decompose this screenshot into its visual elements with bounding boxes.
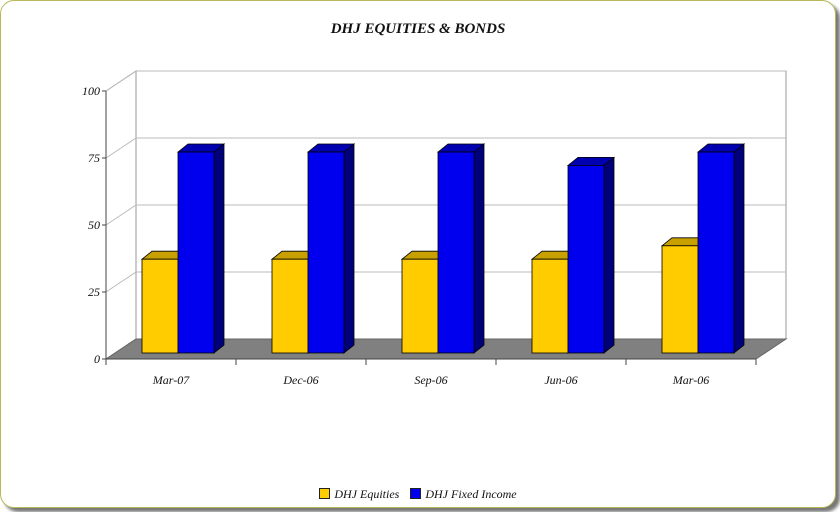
bar-fixed-income (697, 151, 735, 354)
y-tick-label: 75 (88, 151, 100, 165)
y-tick-label: 25 (88, 285, 100, 299)
bar-equities (661, 245, 699, 354)
bar-fixed-income-side (733, 143, 745, 354)
x-tick-label: Jun-06 (544, 373, 577, 387)
bar-fixed-income (567, 164, 605, 354)
bar-fixed-income (437, 151, 475, 354)
x-tick-label: Mar-06 (672, 373, 709, 387)
bar-fixed-income-side (213, 143, 225, 354)
x-tick-label: Sep-06 (414, 373, 447, 387)
legend-item-fixed-income: DHJ Fixed Income (410, 487, 517, 502)
bar-equities (141, 258, 179, 354)
gridline (105, 137, 786, 159)
y-tick-label: 50 (88, 218, 100, 232)
y-tick-label: 0 (94, 352, 100, 366)
legend-swatch-equities (319, 488, 331, 499)
bar-fixed-income-side (603, 156, 615, 354)
bar-equities (531, 258, 569, 354)
chart-title: DHJ EQUITIES & BONDS (330, 21, 506, 37)
x-tick-label: Mar-07 (152, 373, 190, 387)
y-tick-label: 100 (82, 84, 100, 98)
bar-fixed-income (307, 151, 345, 354)
bar-fixed-income-side (473, 143, 485, 354)
bar-equities (401, 258, 439, 354)
legend-label-equities: DHJ Equities (334, 487, 400, 501)
legend-label-fixed-income: DHJ Fixed Income (425, 487, 517, 501)
bar-fixed-income (177, 151, 215, 354)
legend-swatch-fixed-income (410, 488, 422, 499)
legend: DHJ Equities DHJ Fixed Income (1, 487, 835, 502)
gridline (105, 70, 786, 92)
plot-area: 0 25 50 75 100 Mar-07 Dec-06 Sep-06 Jun-06 Mar-06 (82, 70, 788, 387)
bar-equities (271, 258, 309, 354)
bar-fixed-income-side (343, 143, 355, 354)
legend-item-equities: DHJ Equities (319, 487, 399, 502)
x-tick-label: Dec-06 (282, 373, 318, 387)
